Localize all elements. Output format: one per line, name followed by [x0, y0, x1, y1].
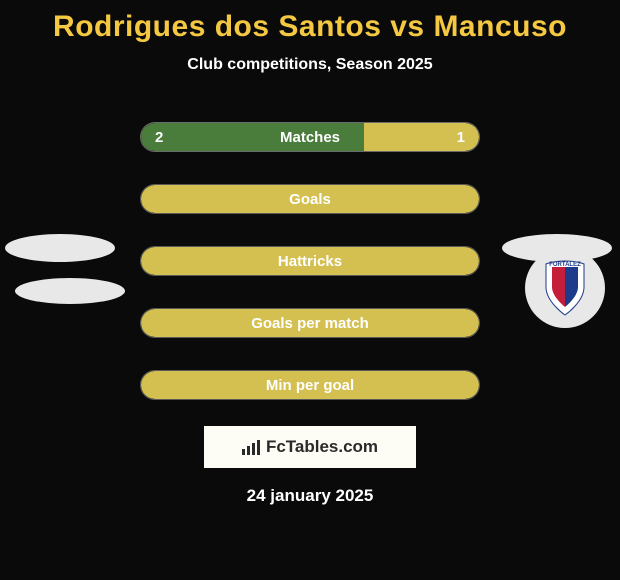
- stat-row-matches: 2 Matches 1: [0, 114, 620, 160]
- subtitle: Club competitions, Season 2025: [187, 56, 432, 74]
- stat-label: Hattricks: [278, 253, 342, 270]
- date-label: 24 january 2025: [247, 486, 374, 506]
- logo-bars-icon: [242, 440, 260, 455]
- fctables-logo: FcTables.com: [204, 426, 416, 468]
- stat-bar-goals: Goals: [140, 184, 480, 214]
- comparison-title: Rodrigues dos Santos vs Mancuso: [53, 10, 567, 44]
- stat-bar-goals-per-match: Goals per match: [140, 308, 480, 338]
- logo-label: FcTables.com: [266, 437, 378, 457]
- stat-bar-matches: 2 Matches 1: [140, 122, 480, 152]
- stat-value-right: 1: [457, 129, 465, 146]
- stat-bar-hattricks: Hattricks: [140, 246, 480, 276]
- stat-label: Min per goal: [266, 377, 354, 394]
- stat-label: Goals: [289, 191, 331, 208]
- stat-value-left: 2: [155, 129, 163, 146]
- stats-section: FORTALEZ 2 Matches 1 Goals Ha: [0, 114, 620, 408]
- logo-text: FcTables.com: [242, 437, 378, 457]
- stat-bar-min-per-goal: Min per goal: [140, 370, 480, 400]
- stat-label: Goals per match: [251, 315, 369, 332]
- stat-row-min-per-goal: Min per goal: [0, 362, 620, 408]
- stat-label: Matches: [280, 129, 340, 146]
- stat-row-goals: Goals: [0, 176, 620, 222]
- stat-row-goals-per-match: Goals per match: [0, 300, 620, 346]
- stat-row-hattricks: Hattricks: [0, 238, 620, 284]
